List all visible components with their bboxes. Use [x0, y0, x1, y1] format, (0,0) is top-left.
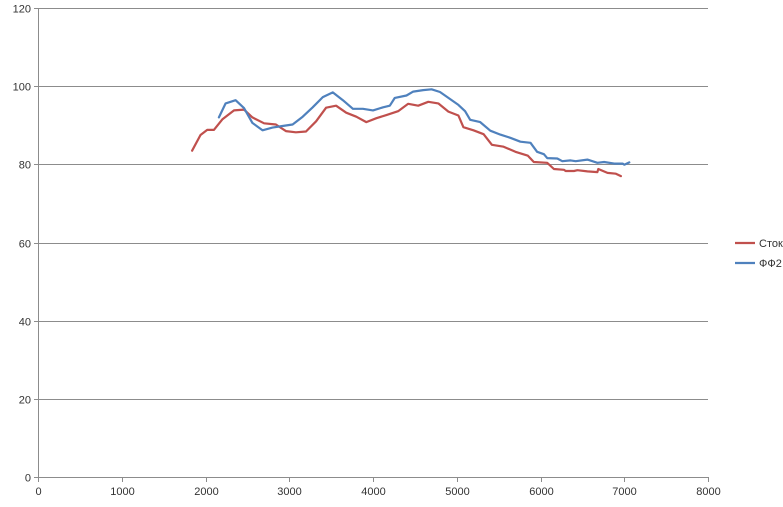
- x-tick-label: 1000: [110, 486, 134, 498]
- legend-item: Сток: [735, 238, 783, 250]
- grid-layer: [38, 8, 708, 400]
- y-tick-label: 20: [19, 395, 31, 407]
- y-tick-label: 100: [13, 82, 31, 94]
- series-line: [191, 100, 623, 178]
- x-tick-label: 0: [35, 486, 41, 498]
- y-tick-label: 0: [25, 473, 31, 485]
- legend: Сток ФФ2: [735, 238, 783, 270]
- axis-layer: 0 20 40 60 80 100 120 0 1000 2000 3000 4000 5000 6000…: [13, 4, 721, 499]
- y-tick-label: 120: [13, 4, 31, 16]
- x-tick-label: 8000: [696, 486, 720, 498]
- x-tick-label: 6000: [529, 486, 553, 498]
- legend-label: ФФ2: [759, 258, 782, 270]
- y-tick-label: 80: [19, 160, 31, 172]
- x-tick-label: 3000: [277, 486, 301, 498]
- y-tick-label: 60: [19, 239, 31, 251]
- series-1: [191, 100, 623, 178]
- series-layer: [191, 88, 631, 178]
- legend-label: Сток: [759, 238, 783, 250]
- x-tick-label: 2000: [194, 486, 218, 498]
- legend-item: ФФ2: [735, 258, 782, 270]
- series-line: [217, 88, 631, 166]
- y-tick-label: 40: [19, 317, 31, 329]
- series-2: [217, 88, 631, 166]
- x-tick-label: 5000: [445, 486, 469, 498]
- x-tick-label: 4000: [361, 486, 385, 498]
- x-tick-label: 7000: [612, 486, 636, 498]
